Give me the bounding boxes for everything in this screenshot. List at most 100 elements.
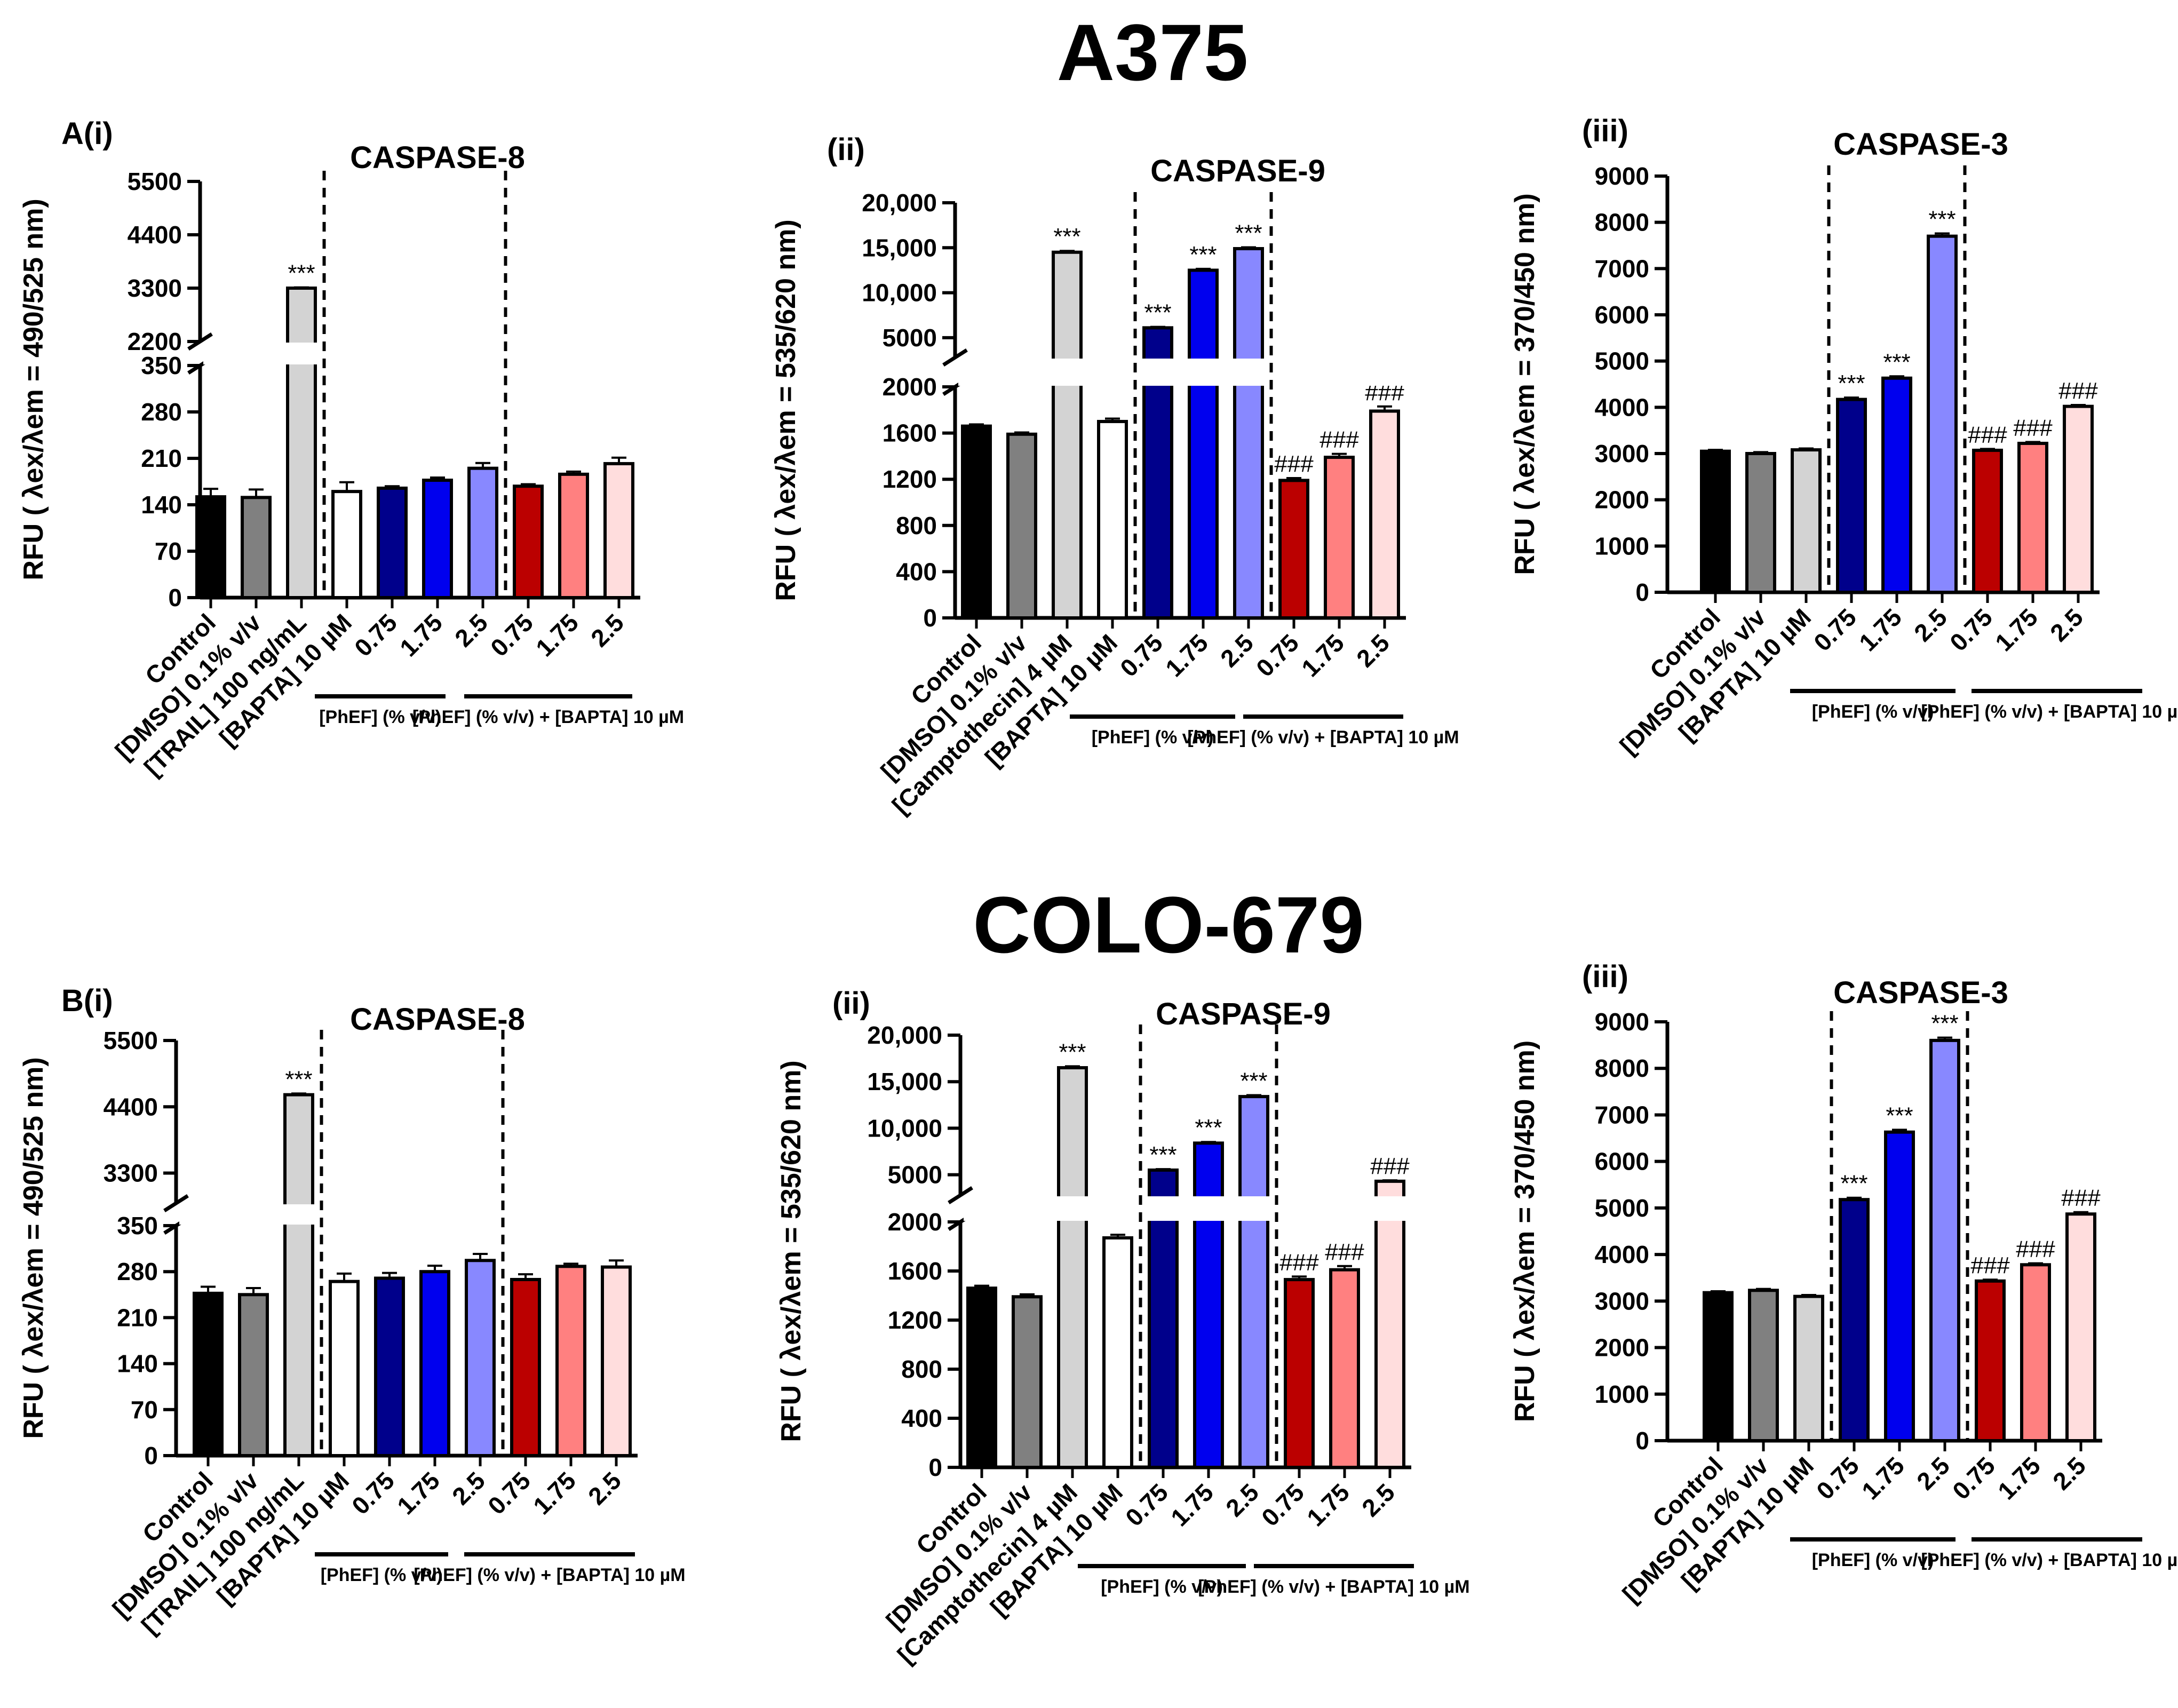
bar-5 <box>1884 1130 1915 1442</box>
significance-label: ### <box>2061 1185 2101 1211</box>
bar-7 <box>467 466 498 600</box>
panel-label: (iii) <box>1582 959 1628 994</box>
significance-label: ### <box>1274 451 1314 477</box>
bar-5 <box>374 1276 405 1458</box>
x-tick-label: 0.75 <box>1944 603 1998 656</box>
bar-7 <box>465 1259 496 1457</box>
bar-6 <box>1929 1038 1960 1442</box>
y-tick-label: 15,000 <box>867 1068 942 1095</box>
bar-10 <box>601 1265 632 1458</box>
bar-3 <box>286 287 317 599</box>
x-tick-label: 0.75 <box>1256 1478 1309 1531</box>
significance-label: *** <box>1059 1039 1086 1065</box>
bar-4 <box>1102 1236 1133 1469</box>
x-tick-label: 2.5 <box>1356 1478 1400 1522</box>
y-tick-label: 1600 <box>888 1257 942 1285</box>
bar-6 <box>1188 268 1219 619</box>
x-tick-label: 1.75 <box>1854 603 1907 656</box>
axis-break-gap <box>179 1204 641 1225</box>
significance-label: ### <box>1968 422 2007 448</box>
bar-6 <box>422 479 453 599</box>
x-tick-label: 0.75 <box>346 1466 400 1520</box>
y-tick-label: 0 <box>144 1442 158 1469</box>
y-tick-label: 2000 <box>888 1208 942 1236</box>
bar-9 <box>1324 456 1355 619</box>
x-tick-label: 1.75 <box>1856 1451 1910 1505</box>
significance-label: *** <box>1931 1011 1958 1037</box>
bar-10 <box>1374 1179 1405 1469</box>
x-tick-label: 0.75 <box>1251 629 1304 682</box>
bar-9 <box>1329 1268 1360 1469</box>
bar-1 <box>193 1291 224 1458</box>
bar-4 <box>1097 419 1128 619</box>
bar-7 <box>1238 1095 1269 1469</box>
significance-label: *** <box>1928 206 1956 232</box>
y-tick-label: 4400 <box>104 1093 158 1121</box>
bar-7 <box>1975 1279 2006 1443</box>
x-tick-label: 0.75 <box>1115 629 1168 682</box>
x-tick-label: 0.75 <box>1947 1451 2000 1505</box>
y-tick-label: 20,000 <box>862 189 937 217</box>
y-tick-label: 800 <box>901 1355 942 1383</box>
chart-panel-3: (iii) CASPASE-3 RFU ( λex/λem = 370/450 nm… <box>1509 114 2178 760</box>
significance-label: *** <box>1189 242 1217 268</box>
bar-4 <box>1839 1198 1870 1443</box>
bar-2 <box>238 1293 269 1458</box>
bar-2 <box>1006 432 1037 619</box>
y-tick-label: 1200 <box>883 465 937 493</box>
y-tick-label: 140 <box>141 491 182 519</box>
y-tick-label: 70 <box>131 1396 158 1424</box>
bar-8 <box>510 1277 541 1457</box>
bar-1 <box>1703 1291 1734 1442</box>
bar-8 <box>2020 1263 2051 1443</box>
group-label: [PhEF] (% v/v) <box>1101 1577 1223 1597</box>
bar-3 <box>1793 1294 1824 1442</box>
axis-break-mark <box>942 348 968 367</box>
bar-3 <box>1791 448 1822 594</box>
bar-9 <box>2065 1212 2096 1442</box>
bar-1 <box>195 495 226 599</box>
axis-break-mark <box>163 1194 189 1212</box>
x-tick-label: 2.5 <box>1911 1451 1955 1495</box>
x-tick-label: 1.75 <box>394 608 448 662</box>
significance-label: *** <box>1883 349 1910 375</box>
x-tick-label: 2.5 <box>1909 603 1952 647</box>
group-label: [PhEF] (% v/v) <box>1812 702 1934 722</box>
significance-label: *** <box>1053 224 1080 250</box>
x-tick-label: 1.75 <box>1296 629 1349 682</box>
y-axis-label: RFU ( λex/λem = 535/620 nm) <box>770 219 801 601</box>
x-tick-label: 1.75 <box>1165 1478 1219 1531</box>
y-tick-label: 9000 <box>1595 1008 1649 1036</box>
y-axis-label: RFU ( λex/λem = 535/620 nm) <box>776 1060 807 1442</box>
y-tick-label: 5000 <box>883 324 937 352</box>
y-tick-label: 1000 <box>1595 1380 1649 1408</box>
panel-label: (ii) <box>832 986 870 1021</box>
y-tick-label: 3000 <box>1595 440 1649 467</box>
significance-label: *** <box>1240 1068 1267 1094</box>
y-tick-label: 15,000 <box>862 234 937 261</box>
significance-label: ### <box>1319 427 1359 453</box>
y-axis-label: RFU ( λex/λem = 370/450 nm) <box>1509 193 1540 575</box>
y-tick-label: 6000 <box>1595 301 1649 329</box>
y-axis-label: RFU ( λex/λem = 490/525 nm) <box>18 198 49 580</box>
chart-panel-1: A(i) CASPASE-8 RFU ( λex/λem = 490/525 nm)… <box>18 116 684 781</box>
y-tick-label: 4000 <box>1595 393 1649 421</box>
bar-6 <box>1193 1141 1224 1469</box>
axis-break-mark <box>948 1186 973 1204</box>
bar-6 <box>419 1270 450 1457</box>
bar-10 <box>603 462 634 600</box>
y-tick-label: 5000 <box>1595 1194 1649 1222</box>
x-tick-label: 2.5 <box>585 608 629 652</box>
bar-7 <box>1972 448 2003 594</box>
y-tick-label: 400 <box>896 558 937 585</box>
y-tick-label: 0 <box>928 1453 942 1481</box>
y-tick-label: 3300 <box>128 274 182 302</box>
x-tick-label: 2.5 <box>2047 1451 2091 1495</box>
y-tick-label: 6000 <box>1595 1148 1649 1175</box>
bar-9 <box>555 1265 586 1458</box>
bar-1 <box>966 1286 997 1469</box>
y-axis-label: RFU ( λex/λem = 370/450 nm) <box>1509 1040 1540 1422</box>
x-tick-label: 0.75 <box>1808 603 1862 656</box>
y-tick-label: 280 <box>117 1258 158 1285</box>
